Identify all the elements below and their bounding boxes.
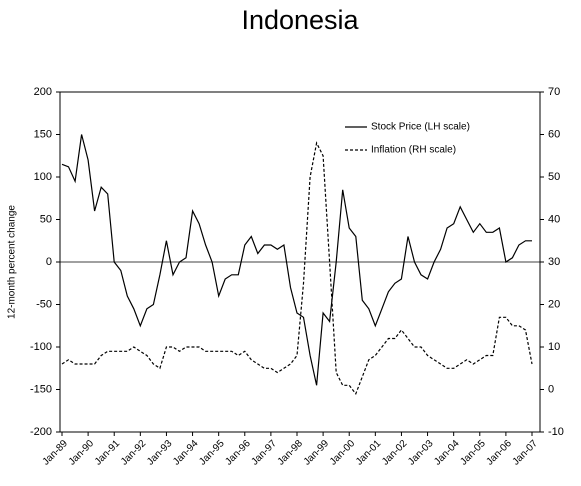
x-tick-label: Jan-94 <box>171 438 201 468</box>
y2-tick-label: 10 <box>548 341 560 353</box>
y-tick-label: 0 <box>46 256 52 268</box>
x-tick-label: Jan-91 <box>93 438 123 468</box>
legend-label: Inflation (RH scale) <box>371 145 456 156</box>
y-tick-label: 150 <box>34 128 52 140</box>
x-tick-label: Jan-99 <box>302 438 332 468</box>
y-tick-label: -50 <box>36 298 52 310</box>
y2-tick-label: 20 <box>548 298 560 310</box>
x-tick-label: Jan-07 <box>511 438 541 468</box>
y2-tick-label: 30 <box>548 256 560 268</box>
y-tick-label: -200 <box>30 426 52 438</box>
series-line <box>61 134 532 386</box>
x-tick-label: Jan-97 <box>249 438 279 468</box>
y-tick-label: -100 <box>30 341 52 353</box>
y-tick-label: -150 <box>30 383 52 395</box>
y2-tick-label: 50 <box>548 171 560 183</box>
y2-tick-label: 70 <box>548 86 560 98</box>
y-axis-label: 12-month percent change <box>7 205 18 319</box>
legend-label: Stock Price (LH scale) <box>371 122 470 133</box>
chart-title: Indonesia <box>241 5 359 35</box>
x-tick-label: Jan-01 <box>354 438 384 468</box>
series-line <box>61 141 533 396</box>
y-tick-label: 200 <box>34 86 52 98</box>
x-tick-label: Jan-96 <box>223 438 253 468</box>
y-tick-label: 100 <box>34 171 52 183</box>
y2-tick-label: -10 <box>548 426 564 438</box>
x-tick-label: Jan-93 <box>145 438 175 468</box>
x-tick-label: Jan-02 <box>380 438 410 468</box>
x-tick-label: Jan-90 <box>67 438 97 468</box>
x-tick-label: Jan-06 <box>484 438 514 468</box>
y2-tick-label: 60 <box>548 128 560 140</box>
y2-tick-label: 0 <box>548 383 554 395</box>
x-tick-label: Jan-92 <box>119 438 149 468</box>
x-tick-label: Jan-98 <box>276 438 306 468</box>
x-tick-label: Jan-89 <box>41 438 71 468</box>
x-tick-label: Jan-00 <box>328 438 358 468</box>
x-tick-label: Jan-05 <box>458 438 488 468</box>
x-tick-label: Jan-03 <box>406 438 436 468</box>
y2-tick-label: 40 <box>548 213 560 225</box>
y-tick-label: 50 <box>40 213 52 225</box>
x-tick-label: Jan-04 <box>432 438 462 468</box>
x-tick-label: Jan-95 <box>197 438 227 468</box>
